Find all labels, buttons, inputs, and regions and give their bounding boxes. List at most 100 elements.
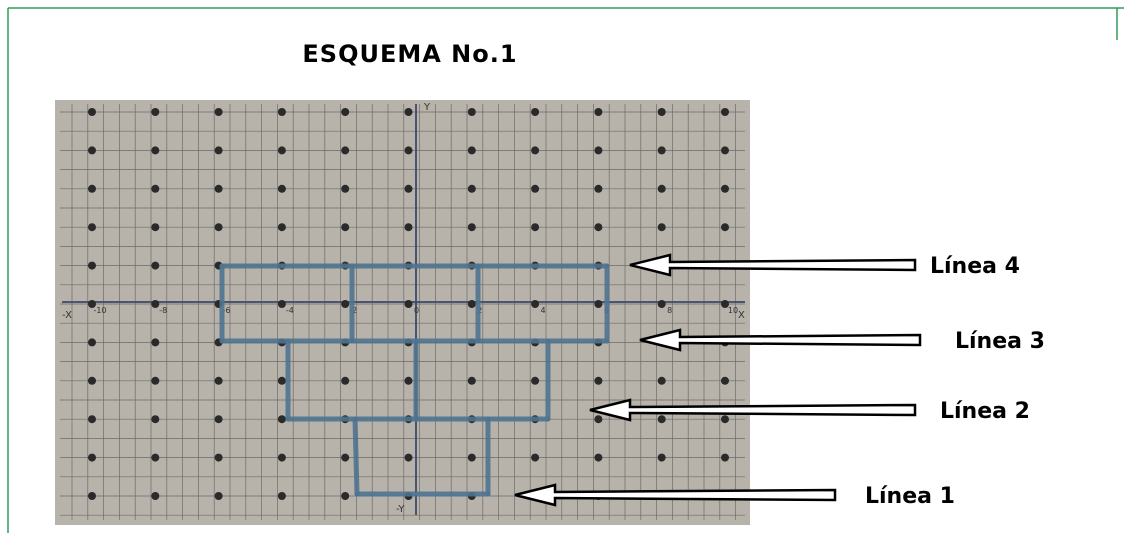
grid-dot xyxy=(594,185,602,193)
grid-dot xyxy=(594,415,602,423)
grid-dot xyxy=(151,454,159,462)
x-tick-label: -8 xyxy=(159,306,167,315)
grid-dot xyxy=(405,454,413,462)
grid-dot xyxy=(151,338,159,346)
axis-label: X xyxy=(738,310,745,321)
grid-dot xyxy=(341,223,349,231)
grid-dot xyxy=(658,223,666,231)
grid-dot xyxy=(278,146,286,154)
grid-dot xyxy=(721,223,729,231)
grid-dot xyxy=(88,492,96,500)
line-label: Línea 4 xyxy=(930,254,1020,279)
grid-dot xyxy=(215,454,223,462)
diagram: ESQUEMA No.1 -XXY-Y-10-8-6-4-20246810 Lí… xyxy=(0,0,1124,533)
grid-dot xyxy=(215,108,223,116)
grid-dot xyxy=(278,185,286,193)
grid-dot xyxy=(88,415,96,423)
grid-dot xyxy=(341,146,349,154)
figure-edge xyxy=(355,419,357,494)
grid-dot xyxy=(658,108,666,116)
grid-dot xyxy=(658,415,666,423)
grid-dot xyxy=(721,415,729,423)
grid-dot xyxy=(721,300,729,308)
grid-dot xyxy=(531,108,539,116)
grid-dot xyxy=(151,185,159,193)
grid-dot xyxy=(88,185,96,193)
grid-dot xyxy=(468,454,476,462)
grid-dot xyxy=(658,185,666,193)
grid-dot xyxy=(341,492,349,500)
grid-dot xyxy=(405,146,413,154)
grid-dot xyxy=(215,492,223,500)
line-label: Línea 1 xyxy=(865,484,955,509)
grid-dot xyxy=(658,300,666,308)
grid-dot xyxy=(278,108,286,116)
grid-dot xyxy=(278,415,286,423)
grid-dot xyxy=(721,185,729,193)
grid-dot xyxy=(278,223,286,231)
grid-dot xyxy=(468,185,476,193)
grid-dot xyxy=(341,454,349,462)
line-label: Línea 2 xyxy=(940,399,1030,424)
x-tick-label: 8 xyxy=(667,306,672,315)
grid-dot xyxy=(151,223,159,231)
grid-dot xyxy=(151,377,159,385)
grid-dot xyxy=(215,185,223,193)
grid-dot xyxy=(88,300,96,308)
grid-dot xyxy=(405,377,413,385)
grid-dot xyxy=(215,415,223,423)
grid-dot xyxy=(658,377,666,385)
grid-dot xyxy=(721,108,729,116)
axis-label: Y xyxy=(423,102,431,113)
grid-dot xyxy=(531,377,539,385)
grid-dot xyxy=(88,338,96,346)
grid-dot xyxy=(468,223,476,231)
x-tick-label: 10 xyxy=(728,306,738,315)
grid-dot xyxy=(658,146,666,154)
grid-dot xyxy=(341,300,349,308)
grid-dot xyxy=(215,377,223,385)
title: ESQUEMA No.1 xyxy=(302,40,517,68)
grid-dot xyxy=(468,146,476,154)
grid-dot xyxy=(88,108,96,116)
grid-dot xyxy=(151,146,159,154)
grid-dot xyxy=(88,454,96,462)
grid-dot xyxy=(341,108,349,116)
grid-dot xyxy=(341,185,349,193)
grid-dot xyxy=(215,223,223,231)
grid-dot xyxy=(531,454,539,462)
x-tick-label: 4 xyxy=(541,306,546,315)
grid-dot xyxy=(151,300,159,308)
grid-dot xyxy=(468,300,476,308)
grid-dot xyxy=(88,223,96,231)
grid-dot xyxy=(278,454,286,462)
grid-dot xyxy=(468,108,476,116)
grid-dot xyxy=(88,262,96,270)
grid-dot xyxy=(405,185,413,193)
grid-dot xyxy=(405,108,413,116)
grid-dot xyxy=(594,108,602,116)
grid-dot xyxy=(594,223,602,231)
grid-dot xyxy=(278,377,286,385)
grid-dot xyxy=(341,377,349,385)
x-tick-label: 0 xyxy=(414,306,419,315)
grid-dot xyxy=(594,146,602,154)
grid-dot xyxy=(88,146,96,154)
grid-dot xyxy=(215,146,223,154)
grid-dot xyxy=(721,146,729,154)
grid-dot xyxy=(594,300,602,308)
grid-dot xyxy=(151,262,159,270)
grid-dot xyxy=(531,223,539,231)
grid-dot xyxy=(594,377,602,385)
grid-dot xyxy=(405,223,413,231)
grid-dot xyxy=(151,415,159,423)
grid-dot xyxy=(594,454,602,462)
grid-dot xyxy=(405,300,413,308)
grid-dot xyxy=(531,185,539,193)
grid-dot xyxy=(721,377,729,385)
grid-dot xyxy=(278,492,286,500)
x-tick-label: -4 xyxy=(286,306,294,315)
grid-dot xyxy=(531,300,539,308)
grid-dot xyxy=(151,492,159,500)
grid-dot xyxy=(151,108,159,116)
